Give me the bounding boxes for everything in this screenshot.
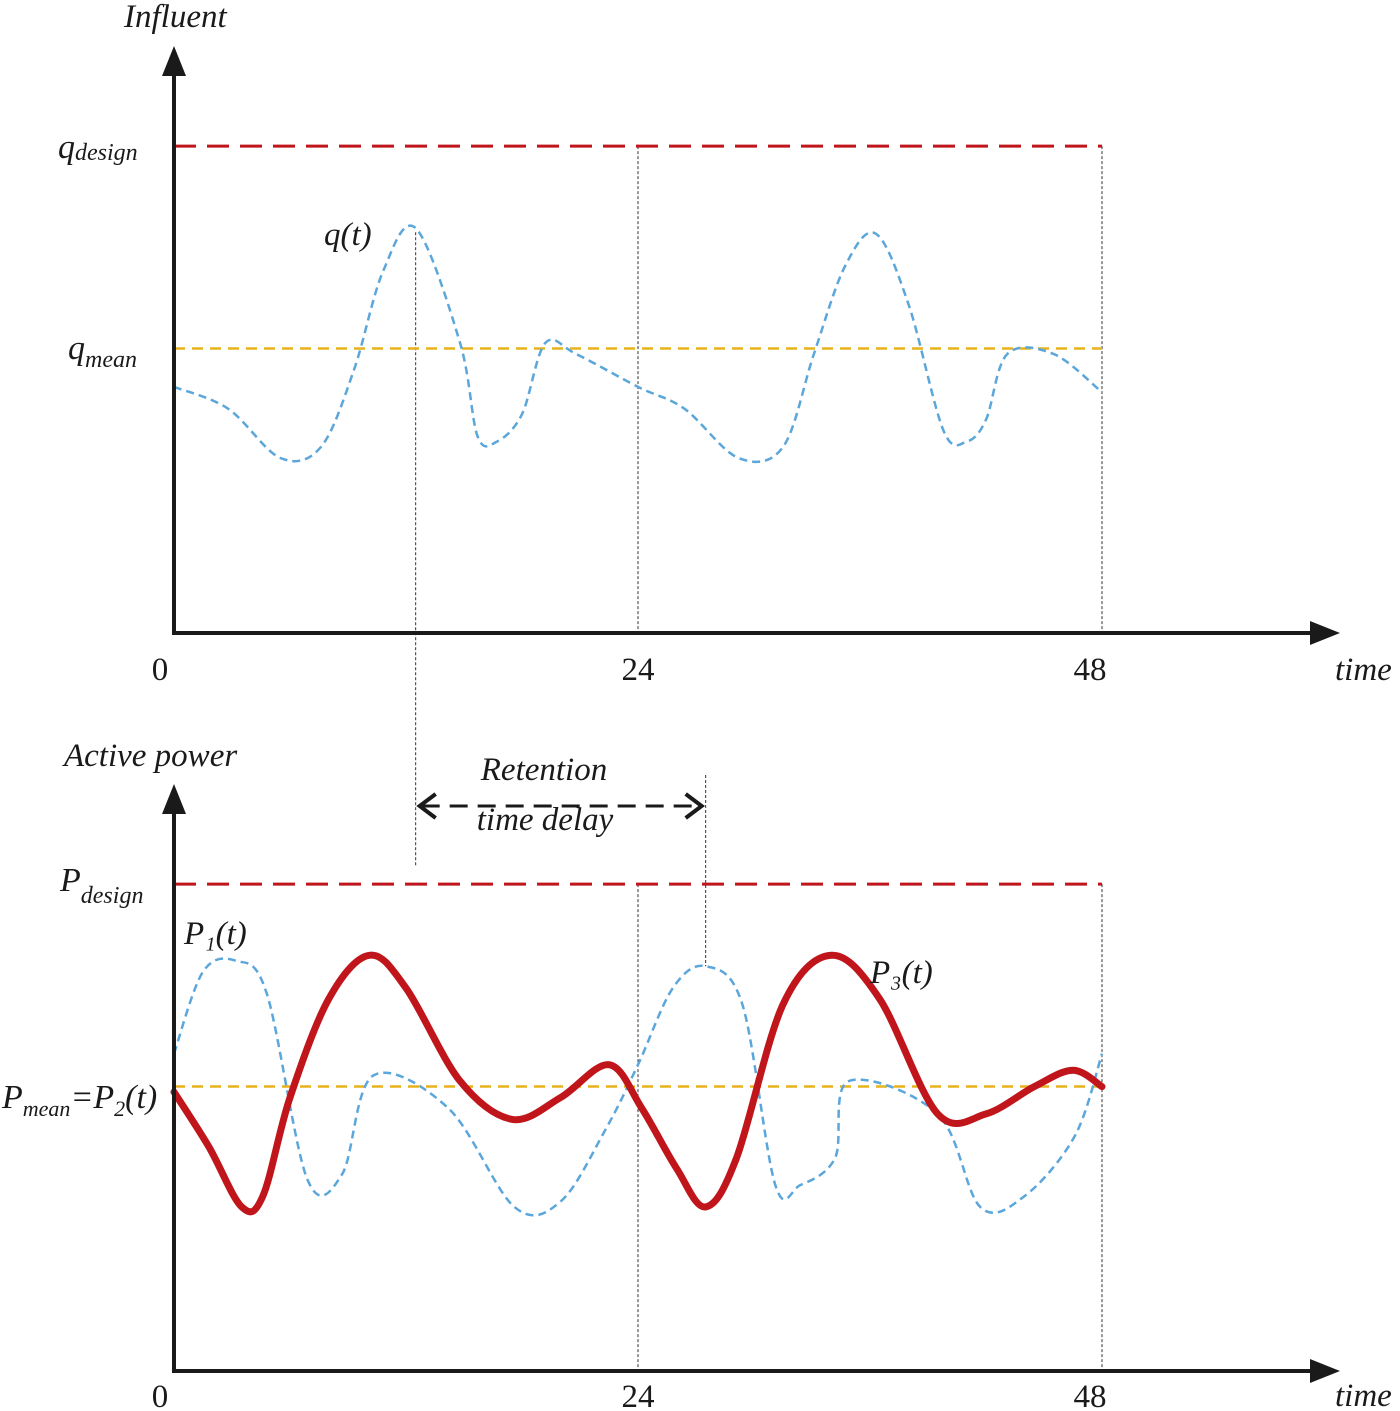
retention-arrow-right-head (684, 792, 706, 820)
top-design-label: qdesign (58, 129, 138, 166)
bottom-x-tick-48: 48 (1074, 1379, 1107, 1411)
bottom-x-axis-label: time (1335, 1378, 1392, 1411)
top-x-tick-48: 48 (1074, 652, 1107, 688)
top-x-axis-label: time (1335, 652, 1392, 688)
retention-label-line1: Retention (480, 752, 607, 788)
bottom-mean-label: Pmean=P2(t) (1, 1079, 157, 1121)
top-x-tick-24: 24 (622, 652, 655, 688)
bottom-design-label: Pdesign (59, 862, 143, 909)
bottom-x-axis-arrow (1310, 1359, 1340, 1383)
bottom-series-p3-line (170, 951, 1106, 1216)
top-y-axis-label: Influent (123, 0, 227, 35)
influent-panel: Influent time 0 24 48 qdesign qmean q(t) (58, 0, 1392, 866)
bottom-x-tick-0: 0 (152, 1379, 169, 1411)
top-series-q-label: q(t) (324, 217, 372, 253)
top-mean-label: qmean (68, 330, 137, 373)
bottom-series-p3-label: P₃(t) (869, 955, 933, 991)
active-power-panel: Retention time delay Active power time 0… (1, 738, 1392, 1411)
bottom-y-axis-arrow (162, 784, 186, 814)
top-x-tick-0: 0 (152, 652, 169, 688)
top-x-axis-arrow (1310, 621, 1340, 645)
top-y-axis-arrow (162, 46, 186, 76)
retention-arrow-left-head (416, 792, 437, 820)
bottom-y-axis-label: Active power (62, 738, 237, 774)
retention-label-line2: time delay (477, 802, 614, 838)
bottom-series-p1-label: P₁(t) (183, 916, 247, 952)
top-series-q-line (173, 224, 1103, 464)
bottom-x-tick-24: 24 (622, 1379, 655, 1411)
